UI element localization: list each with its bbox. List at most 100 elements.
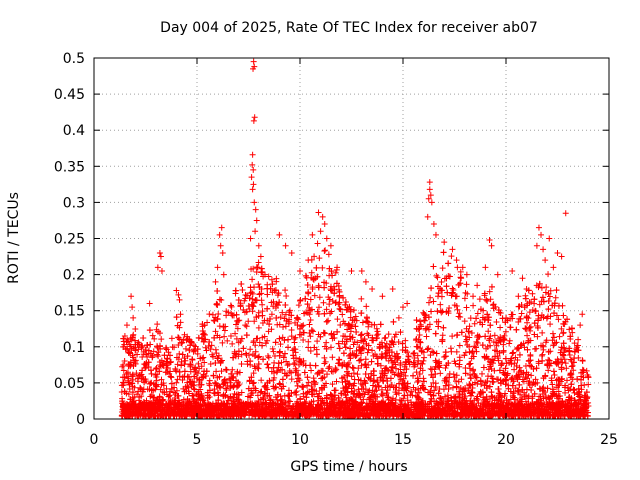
data-point	[455, 281, 462, 288]
data-point	[571, 355, 578, 362]
data-point	[483, 385, 490, 392]
data-point	[513, 362, 520, 369]
data-point	[214, 332, 221, 339]
data-point	[414, 394, 421, 401]
data-point	[371, 321, 378, 328]
data-point	[517, 315, 524, 322]
data-point	[501, 392, 508, 399]
data-point	[197, 386, 204, 393]
data-point	[323, 306, 330, 313]
data-point	[436, 395, 443, 402]
data-point	[389, 363, 396, 370]
data-point	[443, 362, 450, 369]
data-point	[247, 284, 254, 291]
data-point	[357, 332, 364, 339]
data-point	[464, 342, 471, 349]
data-point	[308, 367, 315, 374]
data-point	[559, 351, 566, 358]
data-point	[295, 375, 302, 382]
data-point	[195, 334, 202, 341]
data-point	[192, 347, 199, 354]
data-point	[340, 350, 347, 357]
data-point	[302, 295, 309, 302]
data-point	[270, 364, 277, 371]
data-point	[386, 352, 393, 359]
data-point	[534, 324, 541, 331]
data-point	[265, 354, 272, 361]
data-point	[196, 365, 203, 372]
data-point	[545, 367, 552, 374]
data-point	[267, 397, 274, 404]
data-point	[215, 392, 222, 399]
data-point	[515, 345, 522, 352]
data-point	[154, 343, 161, 350]
data-point	[167, 352, 174, 359]
data-point	[478, 381, 485, 388]
data-point	[473, 338, 480, 345]
data-point	[474, 310, 481, 317]
data-point	[339, 311, 346, 318]
data-point	[574, 342, 581, 349]
data-point	[581, 394, 588, 401]
data-point	[522, 295, 529, 302]
data-point	[555, 316, 562, 323]
data-point	[556, 333, 563, 340]
data-point	[466, 382, 473, 389]
data-point	[271, 352, 278, 359]
data-point	[404, 380, 411, 387]
data-point	[170, 389, 177, 396]
data-point	[399, 340, 406, 347]
data-point	[567, 372, 574, 379]
data-point	[192, 364, 199, 371]
data-point	[336, 305, 343, 312]
data-point	[314, 240, 321, 247]
data-point	[163, 362, 170, 369]
data-point	[354, 371, 361, 378]
data-point	[441, 354, 448, 361]
data-point	[423, 333, 430, 340]
data-point	[536, 280, 543, 287]
data-point	[358, 331, 365, 338]
data-point	[365, 323, 372, 330]
data-point	[528, 386, 535, 393]
data-point	[389, 369, 396, 376]
data-point	[270, 376, 277, 383]
data-point	[313, 351, 320, 358]
data-point	[516, 351, 523, 358]
data-point	[323, 318, 330, 325]
data-point	[152, 382, 159, 389]
data-point	[213, 301, 220, 308]
data-point	[148, 387, 155, 394]
data-point	[415, 377, 422, 384]
data-point	[514, 387, 521, 394]
data-point	[302, 272, 309, 279]
data-point	[396, 380, 403, 387]
data-point	[237, 303, 244, 310]
data-point	[468, 329, 475, 336]
data-point	[218, 297, 225, 304]
data-point	[515, 318, 522, 325]
data-point	[199, 393, 206, 400]
data-point	[252, 352, 259, 359]
data-point	[247, 346, 254, 353]
data-point	[369, 347, 376, 354]
data-point	[279, 376, 286, 383]
data-point	[286, 360, 293, 367]
data-point	[562, 389, 569, 396]
data-point	[182, 345, 189, 352]
data-point	[375, 382, 382, 389]
data-point	[177, 319, 184, 326]
data-point	[411, 349, 418, 356]
data-point	[476, 296, 483, 303]
data-point	[133, 370, 140, 377]
data-point	[243, 323, 250, 330]
data-point	[492, 353, 499, 360]
data-point	[518, 341, 525, 348]
data-point	[377, 374, 384, 381]
data-point	[172, 365, 179, 372]
data-point	[531, 320, 538, 327]
data-point	[549, 381, 556, 388]
data-point	[465, 387, 472, 394]
data-point	[296, 325, 303, 332]
data-point	[281, 337, 288, 344]
